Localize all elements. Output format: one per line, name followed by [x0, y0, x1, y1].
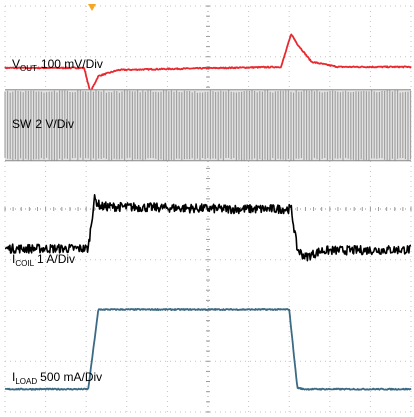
icoil-label: ICOIL 1 A/Div	[12, 252, 75, 268]
vout-label: VOUT 100 mV/Div	[12, 57, 103, 73]
traces	[4, 33, 412, 391]
sw-pulses	[4, 89, 412, 161]
iload-label: ILOAD 500 mA/Div	[12, 370, 102, 386]
sw-label: SW 2 V/Div	[12, 117, 74, 131]
channel-labels: VOUT 100 mV/Div SW 2 V/Div ICOIL 1 A/Div IL…	[12, 57, 103, 386]
sw-trace	[4, 89, 412, 162]
trigger-marker	[88, 4, 96, 11]
trigger-marker-icon	[88, 4, 96, 11]
icoil-trace	[4, 194, 412, 262]
iload-trace	[4, 308, 412, 391]
vout-trace	[4, 33, 412, 94]
